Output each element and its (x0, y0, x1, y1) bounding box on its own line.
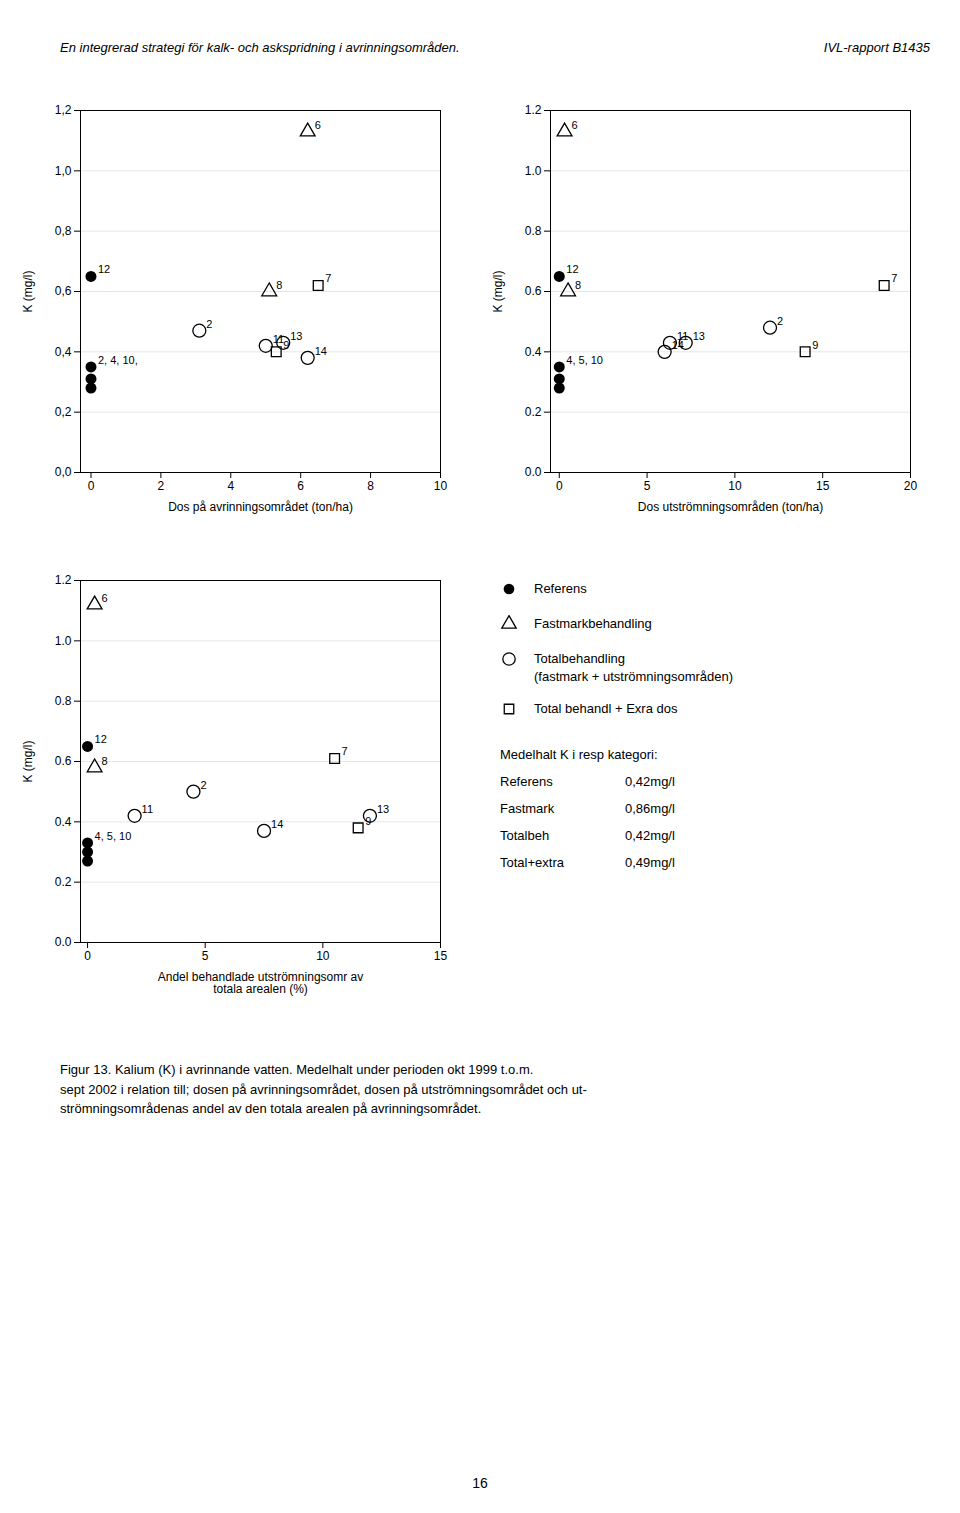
svg-text:K (mg/l): K (mg/l) (21, 270, 35, 312)
svg-text:4, 5, 10: 4, 5, 10 (566, 354, 603, 366)
svg-text:8: 8 (367, 479, 374, 493)
svg-text:0.0: 0.0 (525, 465, 542, 479)
svg-text:4: 4 (227, 479, 234, 493)
svg-text:12: 12 (95, 733, 107, 745)
svg-text:5: 5 (202, 949, 209, 963)
html-text:Medelhalt K i resp kategori:: Medelhalt K i resp kategori: (500, 747, 658, 763)
svg-text:9: 9 (283, 339, 289, 351)
html-text:IVL-rapport B1435: IVL-rapport B1435 (823, 40, 930, 55)
svg-text:14: 14 (315, 345, 327, 357)
svg-text:15: 15 (816, 479, 830, 493)
svg-text:0: 0 (88, 479, 95, 493)
svg-text:15: 15 (434, 949, 448, 963)
html-text:Fastmarkbehandling: Fastmarkbehandling (534, 616, 652, 631)
svg-text:1,0: 1,0 (55, 164, 72, 178)
html-text:En integrerad strategi för kal: En integrerad strategi för kalk- och ask… (60, 40, 460, 55)
svg-text:0.6: 0.6 (525, 284, 542, 298)
svg-text:9: 9 (812, 339, 818, 351)
svg-text:10: 10 (316, 949, 330, 963)
html-text:0,86mg/l: 0,86mg/l (625, 801, 675, 817)
svg-text:2: 2 (206, 318, 212, 330)
html-text:Figur 13. Kalium (K) i avrinna: Figur 13. Kalium (K) i avrinnande vatten… (60, 1062, 587, 1116)
html-text:Referens: Referens (500, 774, 553, 790)
html-text:0,42mg/l: 0,42mg/l (625, 828, 675, 844)
svg-text:6: 6 (297, 479, 304, 493)
svg-text:9: 9 (365, 815, 371, 827)
svg-text:0.4: 0.4 (525, 345, 542, 359)
svg-text:1,2: 1,2 (55, 103, 72, 117)
svg-text:Andel behandlade utströmningso: Andel behandlade utströmningsomr avtotal… (158, 970, 363, 996)
svg-text:10: 10 (728, 479, 742, 493)
svg-text:K (mg/l): K (mg/l) (21, 740, 35, 782)
svg-text:2: 2 (777, 315, 783, 327)
svg-text:Dos på avrinningsområdet (ton/: Dos på avrinningsområdet (ton/ha) (168, 500, 353, 514)
svg-text:11: 11 (272, 332, 285, 345)
svg-text:12: 12 (566, 263, 578, 275)
svg-text:0.0: 0.0 (55, 935, 72, 949)
html-text:Total+extra: Total+extra (500, 855, 564, 871)
svg-text:0.8: 0.8 (55, 694, 72, 708)
html-text:0,49mg/l: 0,49mg/l (625, 855, 675, 871)
svg-text:1.2: 1.2 (525, 103, 542, 117)
svg-text:2: 2 (200, 779, 206, 791)
html-text:Referens: Referens (534, 581, 587, 596)
svg-text:0,2: 0,2 (55, 405, 72, 419)
svg-text:20: 20 (904, 479, 918, 493)
svg-text:0: 0 (84, 949, 91, 963)
svg-text:12: 12 (98, 263, 110, 275)
html-text:16: 16 (472, 1475, 488, 1491)
svg-text:0.4: 0.4 (55, 815, 72, 829)
svg-text:0,8: 0,8 (55, 224, 72, 238)
svg-text:7: 7 (342, 745, 348, 757)
svg-text:10: 10 (434, 479, 448, 493)
svg-text:2, 4, 10,: 2, 4, 10, (98, 354, 138, 366)
svg-text:14: 14 (271, 818, 283, 830)
svg-text:4, 5, 10: 4, 5, 10 (95, 830, 132, 842)
html-text:Totalbehandling (fastmark + ut: Totalbehandling (fastmark + utströmnings… (534, 651, 733, 685)
svg-text:0,0: 0,0 (55, 465, 72, 479)
svg-text:11: 11 (676, 329, 689, 342)
svg-text:0.2: 0.2 (525, 405, 542, 419)
svg-text:0: 0 (556, 479, 563, 493)
svg-text:0.6: 0.6 (55, 754, 72, 768)
svg-text:13: 13 (693, 330, 705, 342)
svg-text:0,4: 0,4 (55, 345, 72, 359)
html-text:Fastmark: Fastmark (500, 801, 555, 817)
html-text:Totalbeh: Totalbeh (500, 828, 550, 844)
svg-text:6: 6 (315, 119, 321, 131)
svg-text:1.2: 1.2 (55, 573, 72, 587)
svg-text:0.8: 0.8 (525, 224, 542, 238)
svg-text:11: 11 (142, 803, 153, 815)
svg-text:2: 2 (158, 479, 165, 493)
svg-text:13: 13 (290, 330, 302, 342)
svg-text:5: 5 (644, 479, 651, 493)
svg-text:K (mg/l): K (mg/l) (491, 270, 505, 312)
svg-text:6: 6 (572, 119, 578, 131)
html-text:0,42mg/l: 0,42mg/l (625, 774, 675, 790)
svg-text:6: 6 (102, 592, 108, 604)
svg-text:13: 13 (377, 803, 389, 815)
svg-text:0,6: 0,6 (55, 284, 72, 298)
html-text:Total behandl + Exra dos: Total behandl + Exra dos (534, 701, 678, 717)
svg-text:14: 14 (672, 339, 684, 351)
svg-text:Dos utströmningsområden (ton/h: Dos utströmningsområden (ton/ha) (638, 500, 823, 514)
svg-text:8: 8 (276, 279, 282, 291)
svg-text:7: 7 (325, 272, 331, 284)
svg-text:1.0: 1.0 (525, 164, 542, 178)
svg-text:7: 7 (891, 272, 897, 284)
svg-text:8: 8 (102, 755, 108, 767)
svg-text:0.2: 0.2 (55, 875, 72, 889)
svg-text:8: 8 (575, 279, 581, 291)
svg-text:1.0: 1.0 (55, 634, 72, 648)
